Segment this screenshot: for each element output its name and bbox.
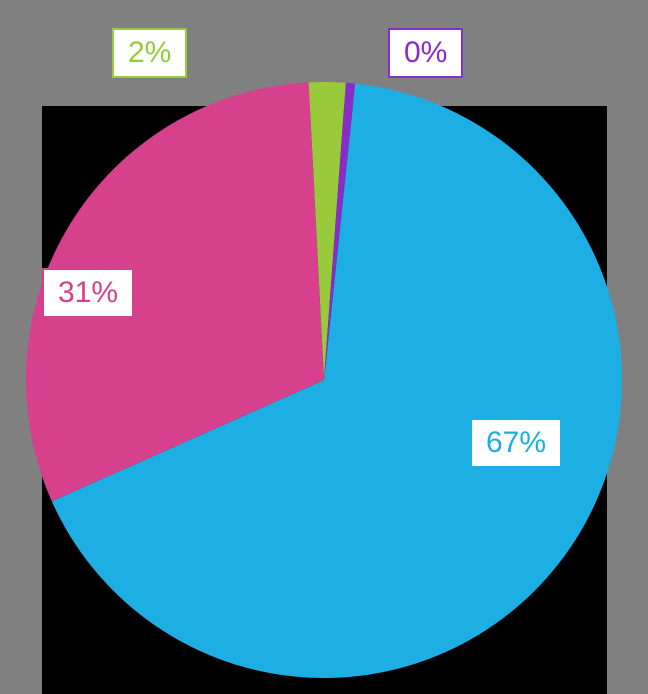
pie-chart: 67% 31% 2% 0% xyxy=(0,0,648,694)
slice-label-1: 31% xyxy=(42,268,134,318)
slice-label-2: 2% xyxy=(112,28,187,78)
pie-chart-svg xyxy=(0,0,648,694)
slice-label-0: 67% xyxy=(470,418,562,468)
slice-label-3: 0% xyxy=(388,28,463,78)
